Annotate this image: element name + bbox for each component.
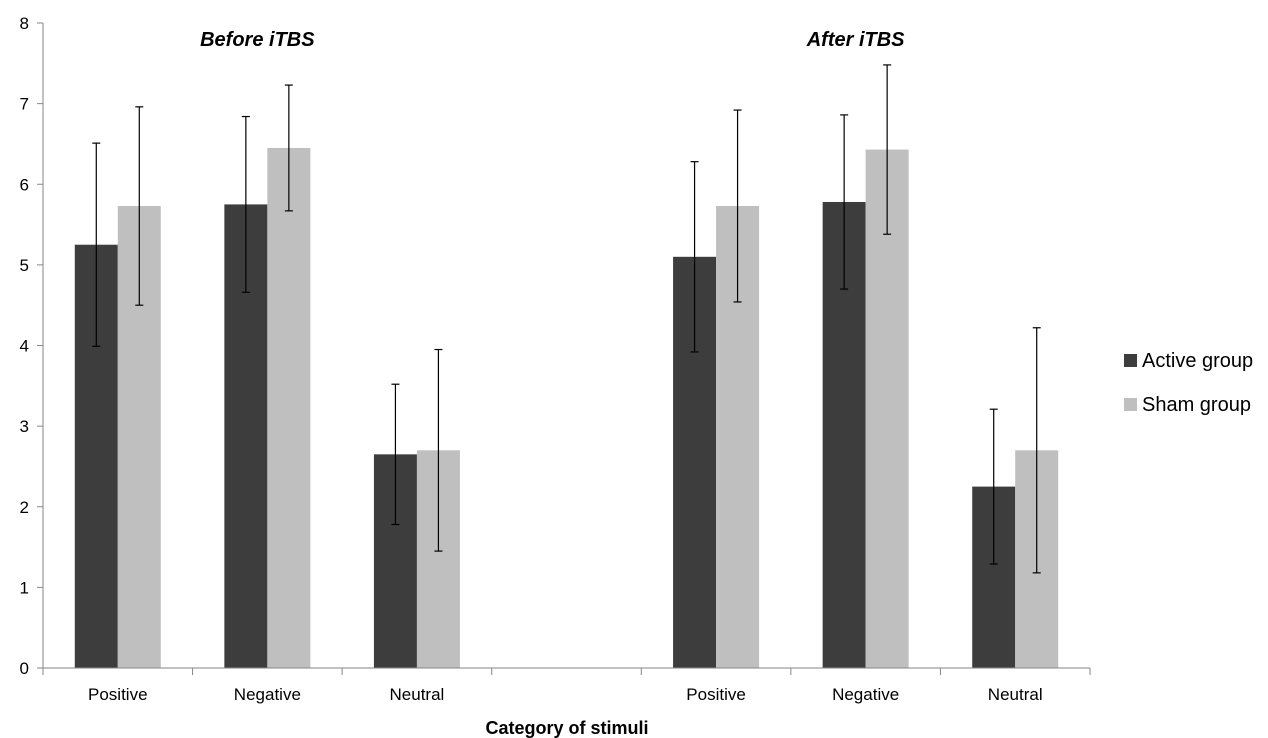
bar-sham-group bbox=[865, 149, 909, 669]
legend-label: Active group bbox=[1142, 350, 1253, 372]
x-category-label: Neutral bbox=[988, 685, 1043, 704]
y-tick-label: 0 bbox=[20, 659, 29, 678]
y-tick-label: 7 bbox=[20, 95, 29, 114]
error-bars bbox=[92, 64, 1041, 574]
y-tick-label: 5 bbox=[20, 256, 29, 275]
x-category-label: Negative bbox=[832, 685, 899, 704]
x-category-label: Negative bbox=[234, 685, 301, 704]
y-axis: 0 1 2 3 4 5 6 7 8 bbox=[20, 14, 44, 678]
legend: Active group Sham group bbox=[1124, 350, 1253, 416]
bars bbox=[74, 147, 1059, 669]
bar-sham-group bbox=[267, 147, 311, 668]
y-tick-label: 4 bbox=[20, 337, 29, 356]
y-tick-label: 8 bbox=[20, 14, 29, 33]
y-tick-label: 6 bbox=[20, 175, 29, 194]
legend-label: Sham group bbox=[1142, 394, 1251, 416]
y-tick-label: 1 bbox=[20, 578, 29, 597]
legend-swatch bbox=[1124, 354, 1137, 367]
group-titles: Before iTBS After iTBS bbox=[200, 29, 905, 51]
x-category-label: Neutral bbox=[390, 685, 445, 704]
y-tick-label: 2 bbox=[20, 498, 29, 517]
legend-swatch bbox=[1124, 398, 1137, 411]
group-title: After iTBS bbox=[806, 29, 905, 51]
x-category-label: Positive bbox=[88, 685, 148, 704]
x-axis: Positive Negative Neutral Positive Negative N… bbox=[42, 667, 1091, 704]
y-tick-label: 3 bbox=[20, 417, 29, 436]
group-title: Before iTBS bbox=[200, 29, 315, 51]
x-axis-title: Category of stimuli bbox=[485, 718, 648, 738]
x-category-label: Positive bbox=[686, 685, 746, 704]
